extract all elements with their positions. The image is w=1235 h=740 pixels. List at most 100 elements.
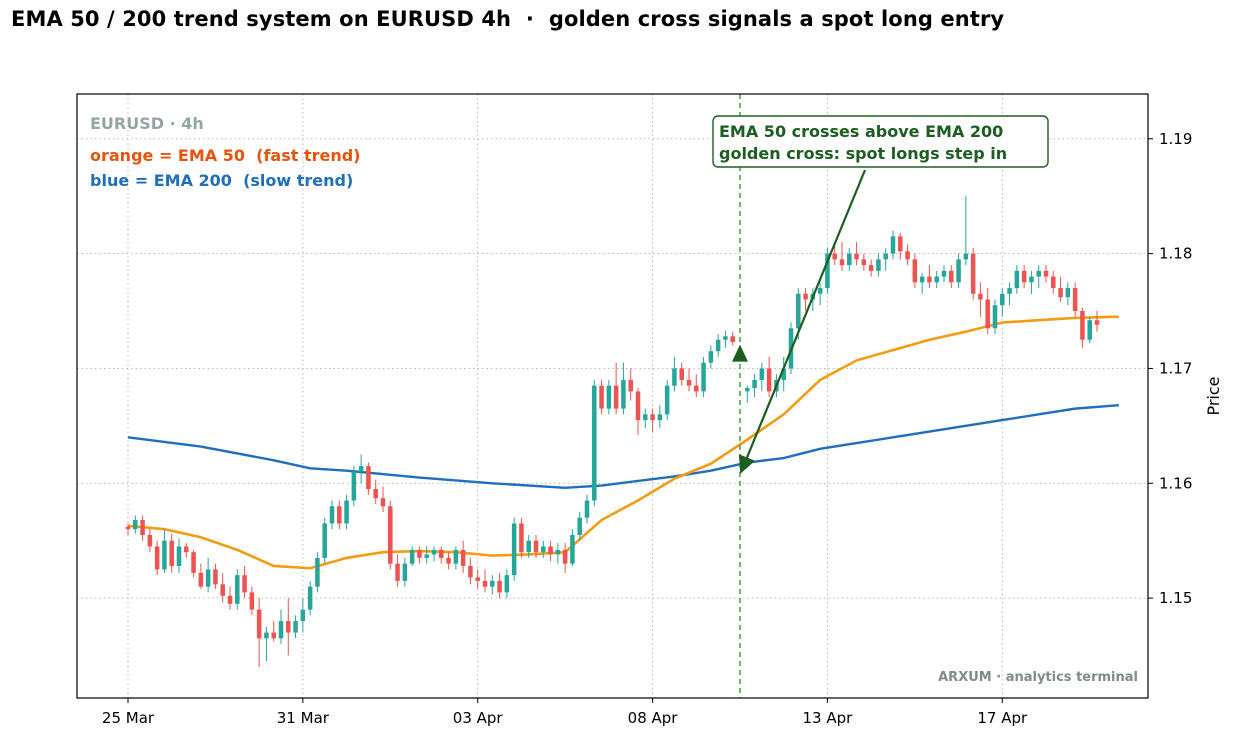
candle bbox=[781, 356, 786, 392]
candle-body bbox=[613, 385, 619, 409]
candle-body bbox=[475, 577, 480, 581]
candle-body bbox=[468, 565, 473, 578]
candle bbox=[599, 379, 604, 415]
candle-body bbox=[162, 540, 167, 570]
x-tick-label: 13 Apr bbox=[803, 709, 854, 727]
candle bbox=[256, 598, 262, 667]
x-tick-label: 31 Mar bbox=[277, 709, 330, 727]
candle bbox=[358, 454, 364, 484]
candle bbox=[351, 466, 357, 507]
candle bbox=[504, 569, 510, 599]
candle bbox=[803, 288, 808, 312]
y-tick-label: 1.16 bbox=[1159, 474, 1192, 492]
candle-body bbox=[643, 414, 648, 421]
candle-body bbox=[184, 546, 189, 553]
candle-body bbox=[1051, 276, 1056, 289]
candle-body bbox=[227, 595, 233, 604]
candle-body bbox=[1021, 270, 1027, 283]
candle-body bbox=[220, 584, 225, 596]
candle-body bbox=[898, 236, 903, 252]
candle-body bbox=[796, 293, 801, 329]
candle-body bbox=[592, 385, 597, 501]
candle-body bbox=[883, 253, 888, 260]
candle-body bbox=[635, 391, 641, 421]
candle-body bbox=[264, 632, 269, 639]
y-tick-label: 1.15 bbox=[1159, 589, 1192, 607]
candle bbox=[417, 546, 422, 564]
candle-body bbox=[599, 385, 604, 409]
candle bbox=[227, 586, 233, 610]
candle-body bbox=[446, 557, 451, 564]
ema-lines bbox=[127, 315, 1119, 570]
candle-body bbox=[409, 549, 415, 564]
candle bbox=[154, 540, 160, 576]
candle-body bbox=[1087, 320, 1092, 340]
candle bbox=[147, 529, 153, 553]
candle-body bbox=[358, 466, 364, 472]
candle bbox=[446, 552, 451, 570]
candle bbox=[861, 253, 867, 271]
candle bbox=[388, 500, 393, 570]
symbol-label: EURUSD · 4h bbox=[90, 114, 204, 133]
candle-body bbox=[686, 379, 692, 386]
candle bbox=[402, 557, 408, 587]
candle-body bbox=[526, 540, 531, 553]
candle bbox=[249, 586, 255, 616]
candle bbox=[1000, 288, 1005, 317]
candle bbox=[468, 557, 473, 585]
candle bbox=[905, 244, 910, 266]
candle bbox=[271, 621, 276, 642]
candle bbox=[628, 368, 633, 401]
candle-body bbox=[337, 506, 342, 524]
candle bbox=[1043, 265, 1049, 283]
candle-body bbox=[1036, 270, 1041, 277]
candle-body bbox=[854, 253, 859, 260]
candle-body bbox=[380, 498, 386, 507]
candle bbox=[337, 500, 342, 530]
candle bbox=[548, 540, 553, 562]
candle bbox=[1080, 307, 1085, 348]
candle-body bbox=[300, 609, 306, 622]
candle bbox=[825, 247, 830, 294]
candle bbox=[730, 331, 735, 346]
candle bbox=[307, 580, 313, 616]
candle bbox=[592, 379, 597, 507]
candle-body bbox=[584, 500, 590, 518]
candle-body bbox=[927, 276, 932, 283]
candle bbox=[475, 569, 480, 589]
candle-body bbox=[191, 552, 196, 573]
candle bbox=[395, 554, 400, 587]
candle-body bbox=[453, 549, 459, 564]
candle bbox=[242, 565, 247, 599]
candle bbox=[621, 362, 626, 415]
candle bbox=[723, 330, 728, 348]
candle-body bbox=[562, 549, 568, 564]
candle-body bbox=[577, 517, 582, 535]
candle bbox=[1021, 265, 1027, 289]
candle bbox=[541, 540, 546, 558]
candle-body bbox=[949, 270, 954, 283]
candle bbox=[745, 385, 750, 403]
candle-body bbox=[912, 259, 918, 283]
candle bbox=[460, 540, 466, 573]
candle bbox=[694, 374, 699, 398]
candle-body bbox=[460, 549, 466, 566]
candle-body bbox=[715, 339, 721, 352]
candle-body bbox=[533, 540, 539, 553]
candle bbox=[606, 379, 612, 415]
candle-body bbox=[235, 575, 240, 604]
candle-body bbox=[242, 575, 247, 593]
candle-body bbox=[766, 368, 772, 392]
candle bbox=[220, 572, 225, 603]
candle bbox=[162, 529, 167, 573]
candle bbox=[555, 542, 561, 564]
candle-body bbox=[1043, 270, 1049, 277]
candle-body bbox=[388, 506, 393, 564]
candle bbox=[854, 242, 859, 266]
candle-body bbox=[278, 621, 284, 639]
candle bbox=[205, 557, 211, 593]
candle bbox=[562, 542, 568, 573]
candle bbox=[482, 569, 488, 593]
candle-body bbox=[1072, 288, 1078, 312]
candle-body bbox=[847, 253, 852, 266]
